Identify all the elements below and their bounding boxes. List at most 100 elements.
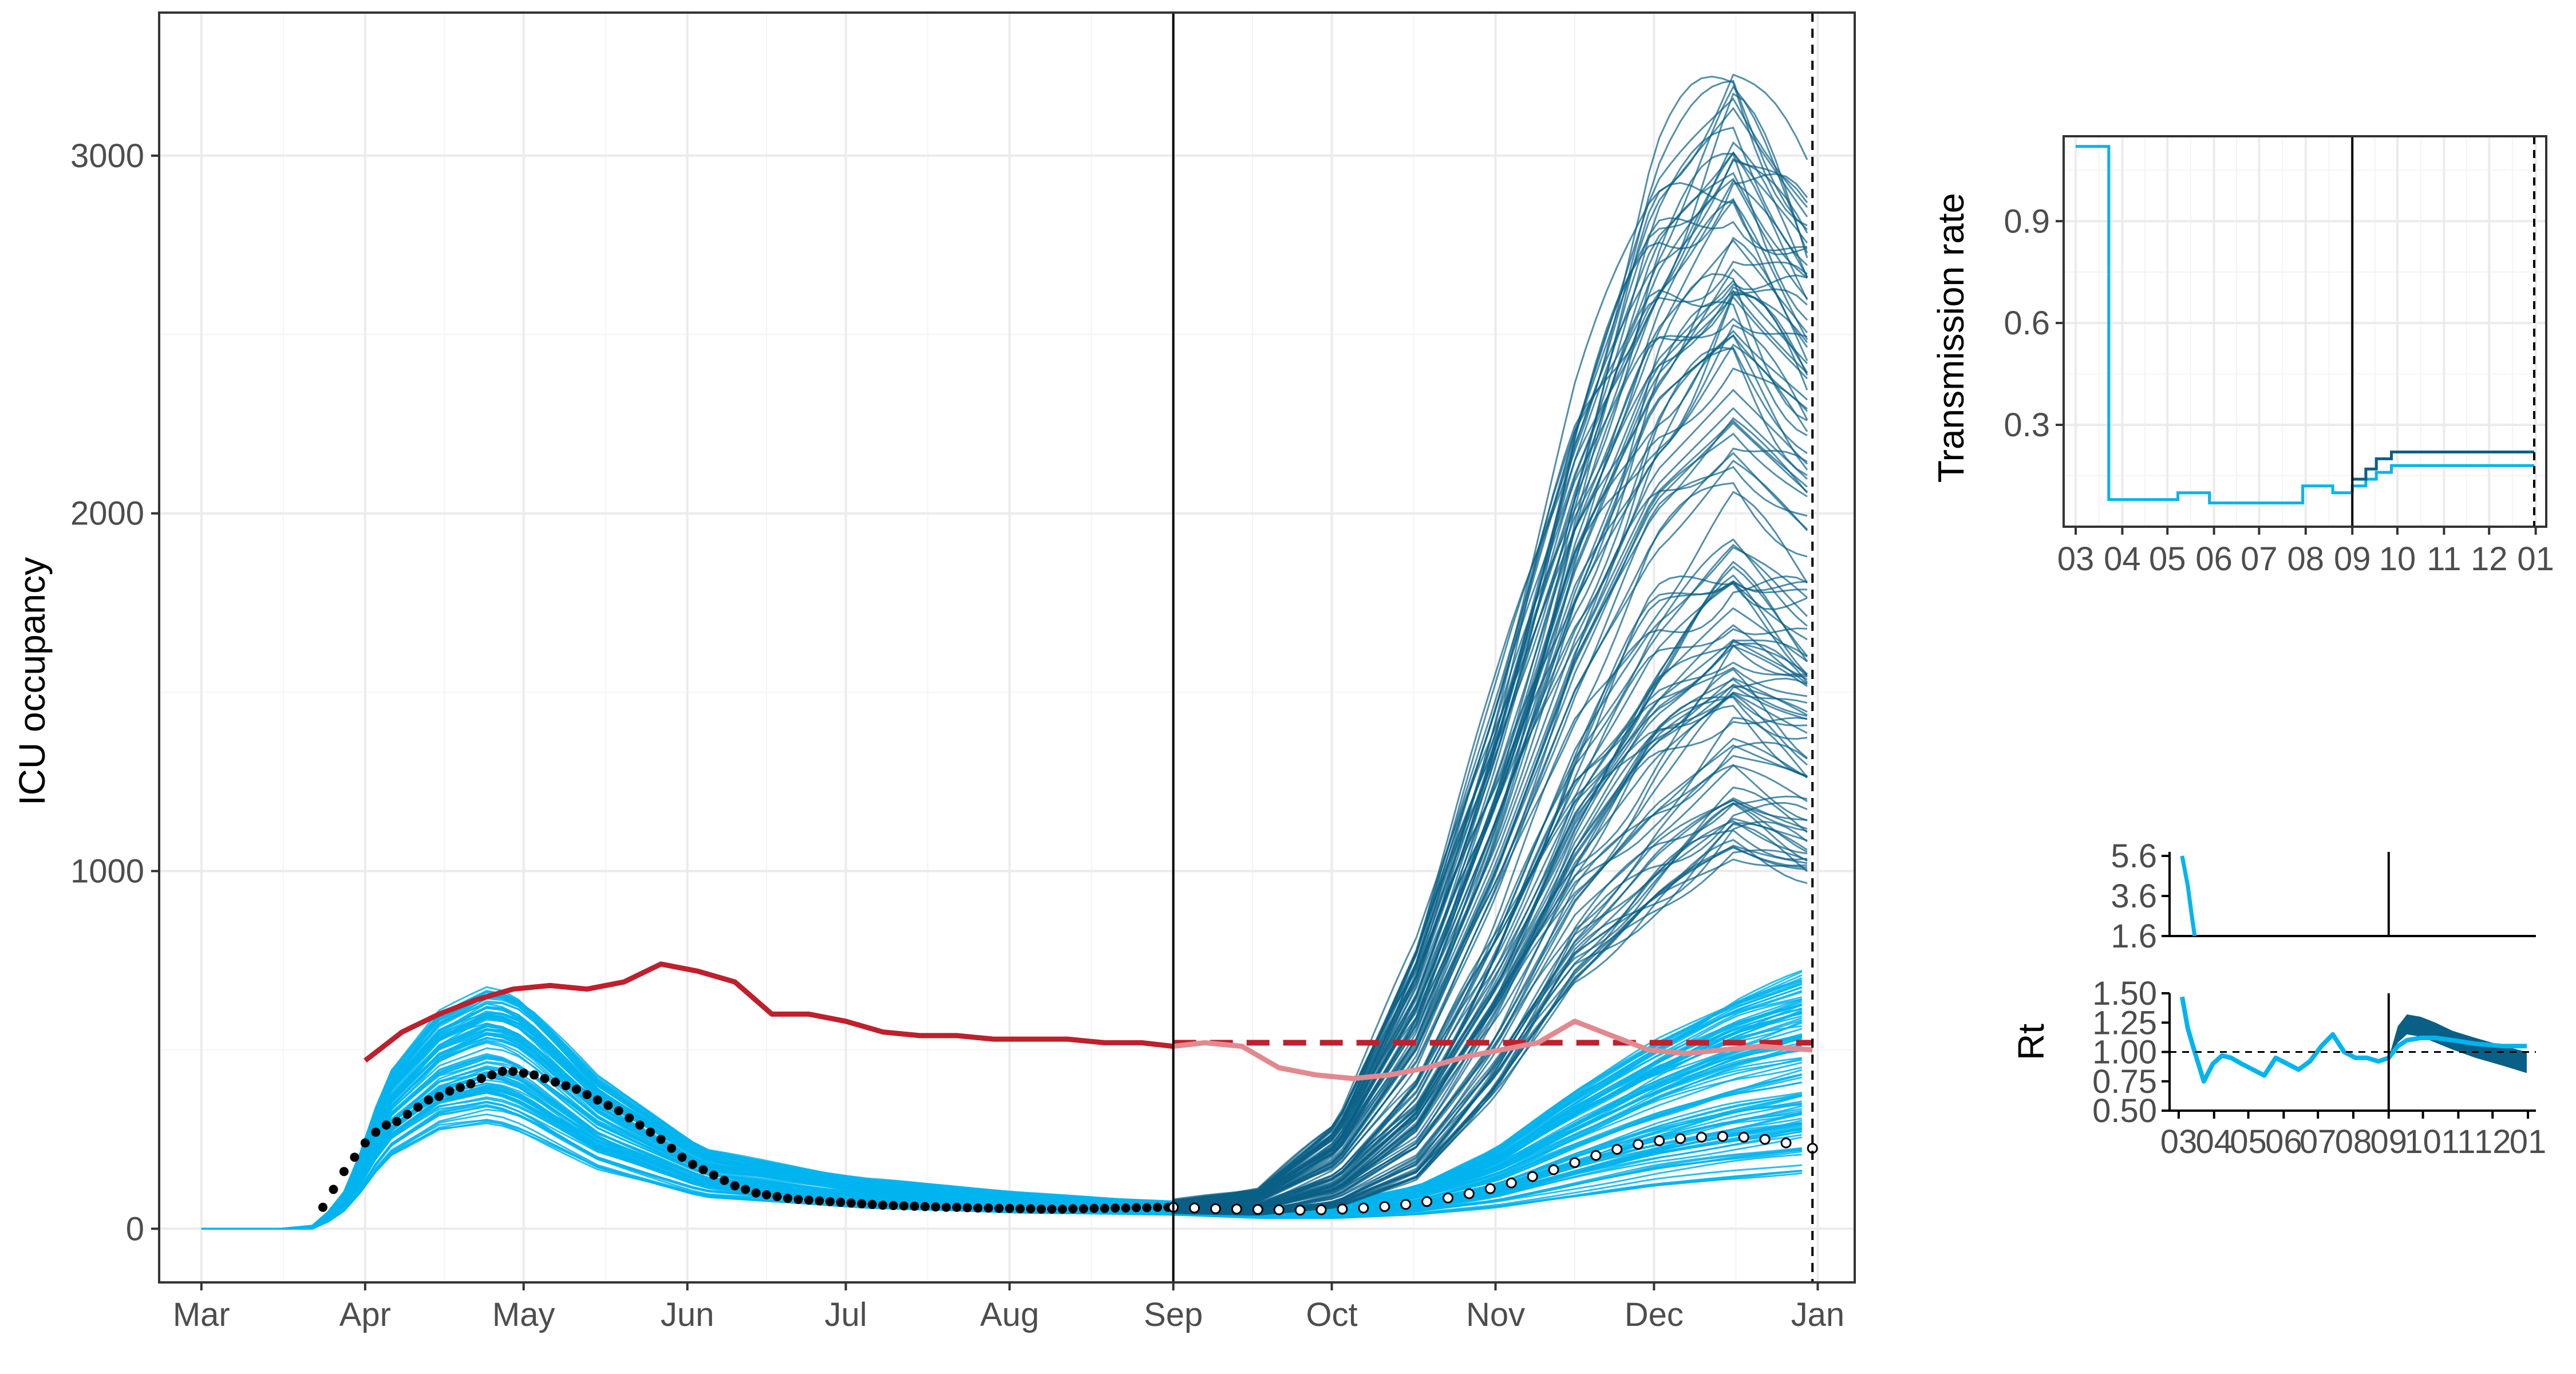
observed-later-point [1315, 1204, 1327, 1215]
tr-y-tick-label: 0.6 [2004, 305, 2050, 342]
dark-trajectory-line [1173, 581, 1808, 1210]
tr-x-tick-label: 08 [2287, 540, 2325, 578]
observed-point [1068, 1204, 1078, 1214]
observed-point [741, 1185, 750, 1194]
x-tick-label: Apr [339, 1296, 391, 1333]
observed-point [1026, 1204, 1036, 1214]
observed-point [899, 1201, 909, 1211]
observed-point [540, 1073, 550, 1083]
observed-point [635, 1120, 645, 1130]
tr-line-scenario [2352, 451, 2534, 481]
observed-later-point [1379, 1201, 1390, 1213]
tr-x-tick-label: 11 [2427, 540, 2461, 578]
rt-x-tick-label: 09 [2370, 1123, 2408, 1160]
observed-point [973, 1203, 983, 1213]
observed-point [994, 1203, 1004, 1213]
observed-point [497, 1067, 507, 1076]
dark-trajectory-line [1173, 177, 1808, 1203]
observed-later-point [1738, 1131, 1749, 1143]
observed-later-point [1674, 1133, 1686, 1144]
observed-point [371, 1127, 381, 1137]
blue-trajectory-line [201, 1024, 1803, 1230]
rt-line [2179, 996, 2527, 1084]
tr-x-tick-label: 05 [2149, 540, 2186, 578]
observed-point [455, 1083, 465, 1092]
observed-later-point [1527, 1171, 1538, 1182]
observed-point [751, 1188, 761, 1198]
blue-trajectory-line [201, 1055, 1803, 1230]
observed-point [530, 1070, 539, 1080]
observed-point [592, 1095, 602, 1105]
observed-point [339, 1167, 349, 1176]
dark-trajectory-line [1173, 491, 1808, 1208]
observed-point [1016, 1204, 1025, 1214]
capacity-line [364, 961, 1174, 1063]
x-tick-label: May [492, 1296, 555, 1333]
blue-trajectory-line [201, 986, 1803, 1230]
observed-point [720, 1175, 729, 1185]
blue-trajectory-line [201, 1033, 1803, 1230]
observed-later-point [1506, 1177, 1517, 1189]
dark-trajectory-line [1173, 153, 1808, 1204]
x-tick-label: Dec [1625, 1296, 1684, 1333]
observed-point [762, 1190, 772, 1199]
observed-point [656, 1135, 666, 1144]
observed-later-point [1780, 1137, 1792, 1148]
dark-trajectory-line [1173, 574, 1808, 1210]
observed-later-point [1654, 1135, 1665, 1147]
tr-line-baseline [2076, 145, 2534, 504]
observed-later-point [1337, 1203, 1348, 1215]
icu-occupancy-panel: 0 1000 2000 3000 Mar Apr May Jun Jul Aug Sep Oct Nov… [70, 11, 1856, 1333]
observed-later-point [1696, 1131, 1707, 1143]
observed-point [962, 1203, 972, 1213]
observed-point [688, 1159, 697, 1169]
observed-point [614, 1106, 623, 1116]
x-tick-label: Jan [1791, 1296, 1845, 1333]
observed-point [476, 1073, 486, 1083]
observed-later-point [1569, 1157, 1581, 1168]
observed-point [402, 1110, 412, 1119]
blue-trajectory-line [201, 1011, 1803, 1230]
observed-point [1121, 1203, 1131, 1213]
tr-x-tick-label: 03 [2057, 540, 2095, 578]
observed-point [867, 1199, 877, 1209]
dark-trajectory-line [1173, 482, 1808, 1209]
observed-point [381, 1120, 391, 1130]
tr-x-tick-label: 04 [2104, 540, 2141, 578]
rt-x-tick-label: 01 [2510, 1123, 2547, 1160]
y-tick-label: 2000 [70, 495, 144, 532]
observed-later-point [1590, 1150, 1602, 1161]
rt-y-tick-label: 1.25 [2092, 1004, 2157, 1041]
dark-trajectory-line [1173, 323, 1808, 1205]
rt-scenario-band [2388, 1014, 2527, 1073]
observed-point [815, 1196, 824, 1206]
observed-point [424, 1095, 433, 1105]
observed-later-point [1294, 1205, 1306, 1216]
observed-point [783, 1194, 793, 1203]
observed-point [625, 1113, 634, 1123]
observed-point [793, 1195, 803, 1205]
dark-trajectory-line [1173, 127, 1808, 1203]
observed-point [1152, 1202, 1162, 1212]
observed-point [508, 1067, 518, 1076]
observed-point [677, 1152, 687, 1162]
small-y-tick-label: 1.6 [2111, 918, 2157, 955]
observed-point [667, 1143, 677, 1153]
observed-point [836, 1198, 846, 1207]
observed-point [360, 1138, 370, 1148]
observed-point [1089, 1203, 1099, 1213]
observed-later-point [1358, 1202, 1369, 1214]
observed-point [1142, 1203, 1152, 1213]
tr-x-tick-label: 07 [2241, 540, 2278, 578]
observed-point [931, 1202, 941, 1212]
observed-point [772, 1192, 782, 1202]
observed-point [888, 1201, 898, 1210]
observed-point [413, 1102, 423, 1112]
y-tick-label: 3000 [70, 137, 144, 175]
blue-trajectory-line [201, 1003, 1803, 1230]
observed-point [1005, 1203, 1014, 1213]
dark-trajectory-line [1173, 76, 1808, 1203]
observed-later-point [1231, 1203, 1242, 1215]
tr-x-tick-label: 06 [2195, 540, 2233, 578]
